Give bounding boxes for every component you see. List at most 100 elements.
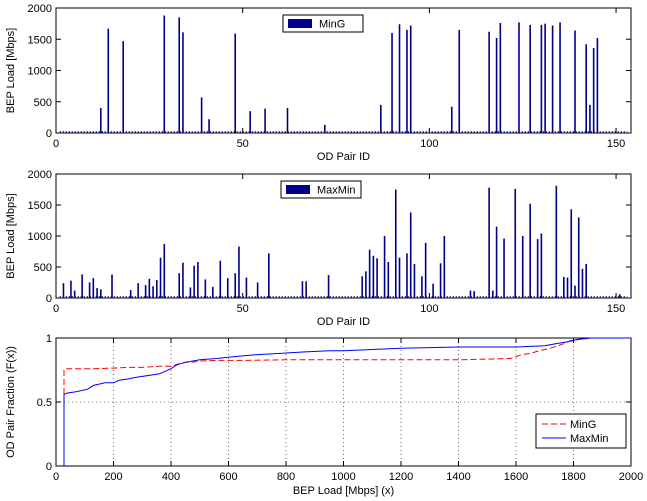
- bar-od-95: [409, 25, 412, 133]
- x-tick-label: 50: [237, 303, 249, 315]
- bar-od-139: [574, 30, 576, 133]
- bar-od-46: [226, 278, 229, 298]
- bar-od-120: [503, 238, 505, 298]
- bar-od-131: [544, 23, 546, 133]
- bar-od-41: [208, 119, 210, 133]
- bar-od-86: [376, 258, 378, 298]
- bar-od-87: [380, 104, 382, 133]
- bar-od-36: [189, 287, 192, 298]
- bar-od-82: [361, 276, 363, 298]
- bar-od-117: [492, 290, 494, 298]
- bar-od-83: [365, 271, 367, 298]
- bar-od-95: [409, 212, 412, 298]
- x-tick-label: 100: [420, 303, 438, 315]
- bar-od-7: [81, 274, 83, 298]
- bar-od-27: [156, 280, 158, 298]
- y-tick-label: 2000: [28, 3, 52, 15]
- y-tick-label: 2000: [28, 169, 52, 181]
- bar-od-139: [574, 285, 576, 298]
- bar-od-143: [589, 104, 591, 133]
- bar-od-39: [200, 97, 203, 133]
- bar-od-89: [387, 262, 390, 298]
- x-tick-label: 400: [162, 471, 180, 483]
- bar-od-24: [144, 284, 147, 298]
- x-tick-label: 0: [53, 303, 59, 315]
- bar-od-116: [488, 31, 490, 133]
- bar-od-103: [439, 263, 442, 298]
- bar-od-84: [368, 249, 371, 298]
- bar-od-28: [159, 257, 162, 298]
- bar-od-15: [111, 274, 113, 298]
- bar-od-42: [212, 286, 214, 298]
- bar-od-111: [469, 290, 472, 298]
- bar-od-118: [495, 38, 498, 133]
- bar-od-44: [219, 260, 222, 298]
- x-tick-label: 150: [607, 138, 625, 150]
- x-tick-label: 1200: [389, 471, 413, 483]
- bar-od-138: [570, 209, 573, 298]
- bar-od-151: [618, 294, 621, 298]
- bar-od-11: [96, 288, 98, 298]
- x-axis-label: OD Pair ID: [317, 151, 370, 163]
- x-tick-label: 1000: [331, 471, 355, 483]
- bar-od-112: [473, 291, 475, 298]
- series-line-ming: [63, 337, 631, 466]
- bar-od-141: [581, 268, 584, 298]
- y-axis-label: OD Pair Fraction (F(x)): [5, 346, 17, 458]
- bar-od-92: [398, 24, 401, 133]
- bar-od-133: [551, 25, 554, 133]
- bar-od-136: [562, 276, 565, 298]
- bar-od-94: [406, 29, 408, 133]
- bar-od-101: [432, 283, 434, 298]
- y-tick-label: 0: [46, 293, 52, 305]
- legend-label: MinG: [570, 419, 596, 431]
- bar-od-22: [137, 283, 139, 298]
- x-tick-label: 1600: [504, 471, 528, 483]
- bar-od-67: [305, 281, 307, 298]
- bar-od-125: [521, 236, 524, 298]
- x-tick-label: 0: [53, 138, 59, 150]
- x-tick-label: 600: [219, 471, 237, 483]
- legend-swatch: [288, 19, 312, 28]
- bar-od-34: [182, 32, 184, 133]
- bar-od-33: [178, 17, 181, 133]
- bar-od-140: [577, 217, 580, 298]
- bar-od-92: [398, 257, 401, 298]
- bar-od-134: [555, 185, 558, 298]
- bar-od-5: [73, 290, 76, 298]
- legend-label: MinG: [319, 19, 345, 31]
- x-tick-label: 0: [53, 471, 59, 483]
- y-axis-label: BEP Load [Mbps]: [5, 28, 17, 113]
- bar-od-54: [256, 282, 259, 298]
- bar-od-127: [529, 203, 531, 298]
- bar-od-124: [518, 22, 520, 133]
- bar-od-51: [245, 277, 248, 298]
- bar-od-33: [178, 273, 181, 298]
- bar-od-108: [458, 29, 461, 133]
- bar-od-10: [92, 278, 95, 298]
- bar-od-98: [421, 276, 423, 298]
- bar-od-18: [122, 41, 125, 133]
- bar-od-48: [234, 273, 237, 298]
- bar-od-25: [148, 278, 151, 298]
- bar-od-72: [324, 124, 326, 133]
- x-tick-label: 150: [607, 303, 625, 315]
- bar-od-91: [394, 189, 397, 298]
- bar-od-73: [327, 275, 330, 298]
- bar-od-119: [499, 23, 502, 133]
- y-tick-label: 0.5: [37, 397, 52, 409]
- bar-od-48: [234, 33, 237, 133]
- bar-od-144: [592, 48, 595, 133]
- bar-od-104: [443, 236, 446, 298]
- bar-od-85: [372, 255, 375, 298]
- bar-od-12: [100, 289, 102, 298]
- y-tick-label: 1000: [28, 66, 52, 78]
- x-tick-label: 50: [237, 138, 249, 150]
- bar-od-38: [197, 262, 199, 298]
- legend-label: MaxMin: [570, 433, 609, 445]
- y-tick-label: 0: [46, 461, 52, 473]
- bar-od-57: [268, 253, 270, 298]
- x-tick-label: 800: [277, 471, 295, 483]
- bar-od-145: [596, 38, 599, 133]
